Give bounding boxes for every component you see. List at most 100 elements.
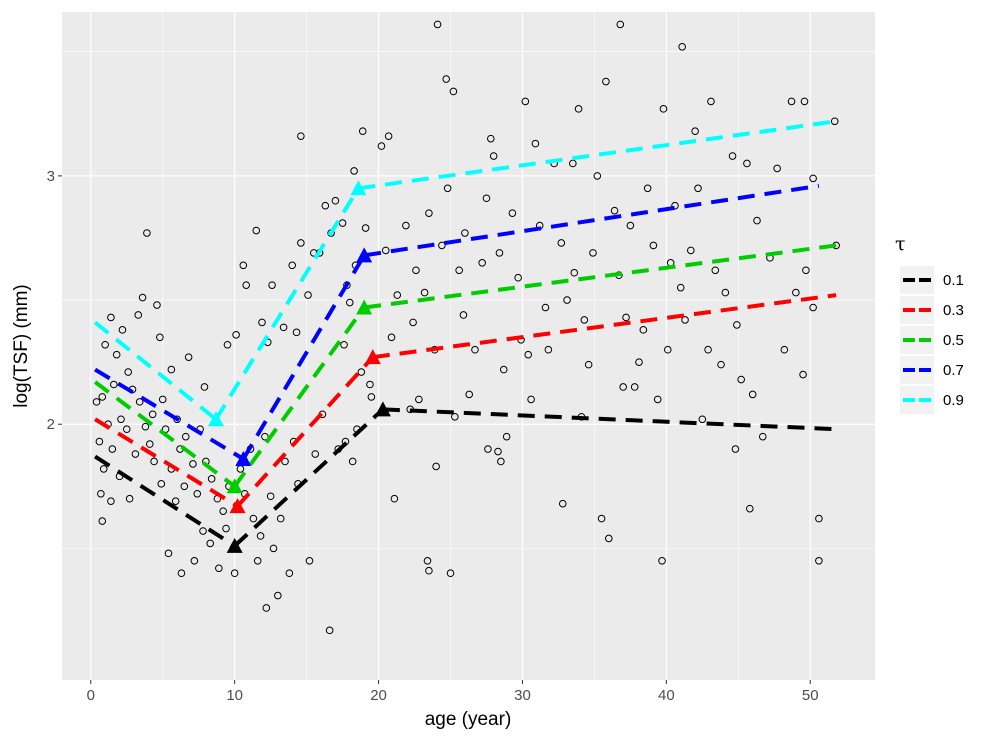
data-point bbox=[377, 142, 386, 150]
data-point bbox=[531, 139, 540, 148]
data-point bbox=[223, 340, 232, 349]
data-point bbox=[610, 206, 619, 215]
data-point bbox=[558, 499, 567, 508]
data-point bbox=[124, 368, 132, 376]
data-point bbox=[753, 216, 761, 225]
data-point bbox=[487, 134, 495, 143]
data-point bbox=[110, 380, 118, 389]
data-point bbox=[177, 569, 186, 578]
data-point bbox=[728, 152, 737, 160]
data-point bbox=[721, 288, 730, 297]
x-axis-title: age (year) bbox=[425, 709, 512, 730]
data-point bbox=[809, 303, 817, 312]
data-point bbox=[253, 557, 262, 565]
data-point bbox=[671, 201, 679, 210]
data-point bbox=[117, 415, 125, 424]
data-point bbox=[348, 457, 357, 466]
data-point bbox=[508, 209, 517, 217]
data-point bbox=[432, 462, 440, 471]
data-point bbox=[190, 557, 199, 565]
data-point bbox=[574, 105, 583, 113]
data-point bbox=[639, 326, 648, 334]
data-point bbox=[449, 87, 458, 96]
data-point bbox=[412, 266, 420, 275]
data-point bbox=[321, 201, 330, 210]
data-point bbox=[630, 383, 639, 391]
data-point bbox=[557, 239, 566, 247]
data-point bbox=[97, 489, 105, 498]
data-point bbox=[484, 445, 492, 453]
knot-marker-tau-0.3 bbox=[364, 349, 381, 365]
data-point bbox=[698, 415, 707, 424]
data-point bbox=[792, 288, 800, 297]
data-point bbox=[425, 209, 433, 217]
data-point bbox=[563, 296, 571, 304]
fit-segment-tau-0.5 bbox=[233, 306, 366, 488]
data-point bbox=[279, 323, 288, 332]
data-point bbox=[340, 340, 348, 349]
data-point bbox=[653, 395, 662, 404]
fit-segment-tau-0.7 bbox=[94, 367, 245, 461]
grid-minor bbox=[62, 12, 875, 680]
data-point bbox=[415, 395, 423, 404]
data-point bbox=[297, 239, 305, 247]
quantile-fit-lines bbox=[93, 119, 837, 548]
fit-segment-tau-0.7 bbox=[241, 254, 366, 461]
data-point bbox=[143, 229, 151, 237]
fit-segment-tau-0.3 bbox=[236, 355, 375, 508]
data-point bbox=[773, 164, 781, 173]
data-point bbox=[471, 345, 479, 354]
data-point bbox=[643, 184, 652, 193]
data-point bbox=[215, 564, 223, 573]
data-point bbox=[367, 393, 376, 401]
data-point bbox=[274, 591, 282, 600]
data-point bbox=[125, 494, 134, 503]
fit-segment-tau-0.1 bbox=[382, 407, 837, 432]
data-point bbox=[92, 398, 101, 406]
data-point bbox=[107, 313, 115, 322]
data-point bbox=[145, 440, 154, 448]
data-point bbox=[269, 544, 278, 553]
data-point bbox=[602, 77, 610, 86]
data-point bbox=[276, 514, 285, 523]
data-point bbox=[830, 117, 839, 126]
data-point bbox=[711, 266, 720, 275]
data-point bbox=[584, 360, 593, 369]
x-axis-ticks: 0 10 20 30 40 50 bbox=[87, 680, 819, 704]
legend: τ 0.1 0.3 0.5 0.7 0.9 bbox=[895, 233, 964, 414]
data-point bbox=[361, 224, 370, 232]
data-point bbox=[604, 534, 613, 543]
data-point bbox=[521, 97, 530, 106]
data-point bbox=[482, 194, 491, 203]
data-point bbox=[297, 132, 305, 140]
data-point bbox=[358, 127, 367, 135]
data-point bbox=[230, 569, 239, 578]
knot-marker-tau-0.1 bbox=[374, 401, 391, 417]
data-point bbox=[459, 311, 468, 319]
data-point bbox=[148, 410, 157, 419]
data-point bbox=[135, 398, 144, 406]
data-point bbox=[799, 370, 807, 379]
data-point bbox=[676, 283, 685, 292]
knot-marker-tau-0.9 bbox=[207, 411, 224, 427]
data-point bbox=[199, 527, 207, 535]
x-tick-label: 20 bbox=[370, 687, 387, 704]
data-point bbox=[524, 350, 533, 359]
legend-label-tau-0.7: 0.7 bbox=[943, 362, 964, 379]
data-point bbox=[222, 524, 230, 533]
data-point bbox=[626, 221, 635, 230]
data-point bbox=[292, 328, 301, 337]
data-point bbox=[219, 507, 227, 515]
data-point bbox=[158, 395, 167, 404]
data-point bbox=[366, 380, 374, 389]
data-point bbox=[809, 174, 817, 183]
data-point bbox=[138, 293, 147, 302]
data-point bbox=[423, 557, 432, 565]
data-point bbox=[541, 303, 550, 312]
data-point bbox=[478, 259, 486, 267]
data-point bbox=[207, 475, 216, 483]
data-point bbox=[95, 437, 104, 446]
fit-segment-tau-0.1 bbox=[233, 407, 385, 548]
data-point bbox=[622, 313, 630, 322]
data-point bbox=[597, 514, 606, 523]
